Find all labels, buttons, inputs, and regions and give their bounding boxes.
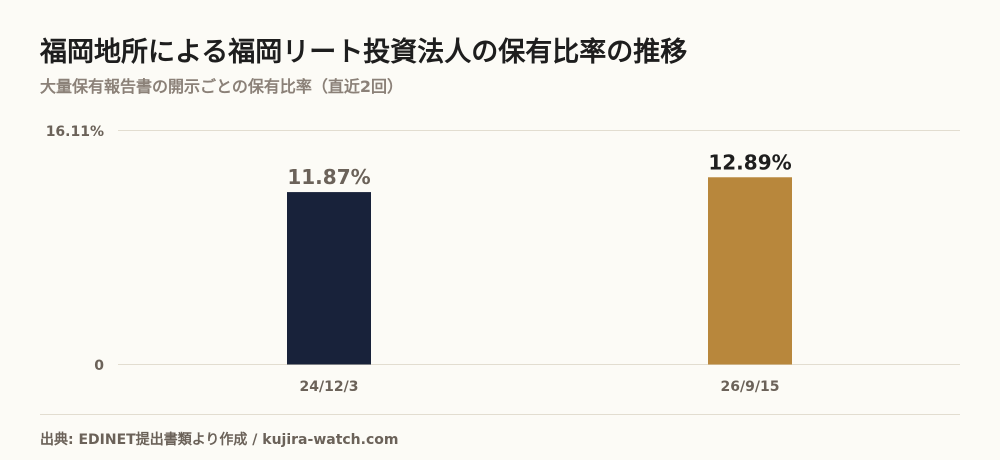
- footer-divider: [40, 414, 960, 415]
- bar-1: [287, 192, 371, 365]
- chart-subtitle: 大量保有報告書の開示ごとの保有比率（直近2回）: [40, 77, 403, 96]
- bar-2: [708, 177, 792, 365]
- chart-title: 福岡地所による福岡リート投資法人の保有比率の推移: [40, 37, 688, 68]
- y-tick-label-zero: 0: [94, 358, 104, 374]
- x-tick-label-2: 26/9/15: [721, 379, 780, 395]
- y-tick-label-max: 16.11%: [46, 124, 104, 140]
- data-label-2: 12.89%: [708, 150, 791, 174]
- source-note: 出典: EDINET提出書類より作成 / kujira-watch.com: [40, 432, 399, 448]
- x-tick-label-1: 24/12/3: [300, 379, 359, 395]
- bars-group: 11.87% 24/12/3 12.89% 26/9/15: [287, 150, 792, 395]
- data-label-1: 11.87%: [287, 165, 370, 189]
